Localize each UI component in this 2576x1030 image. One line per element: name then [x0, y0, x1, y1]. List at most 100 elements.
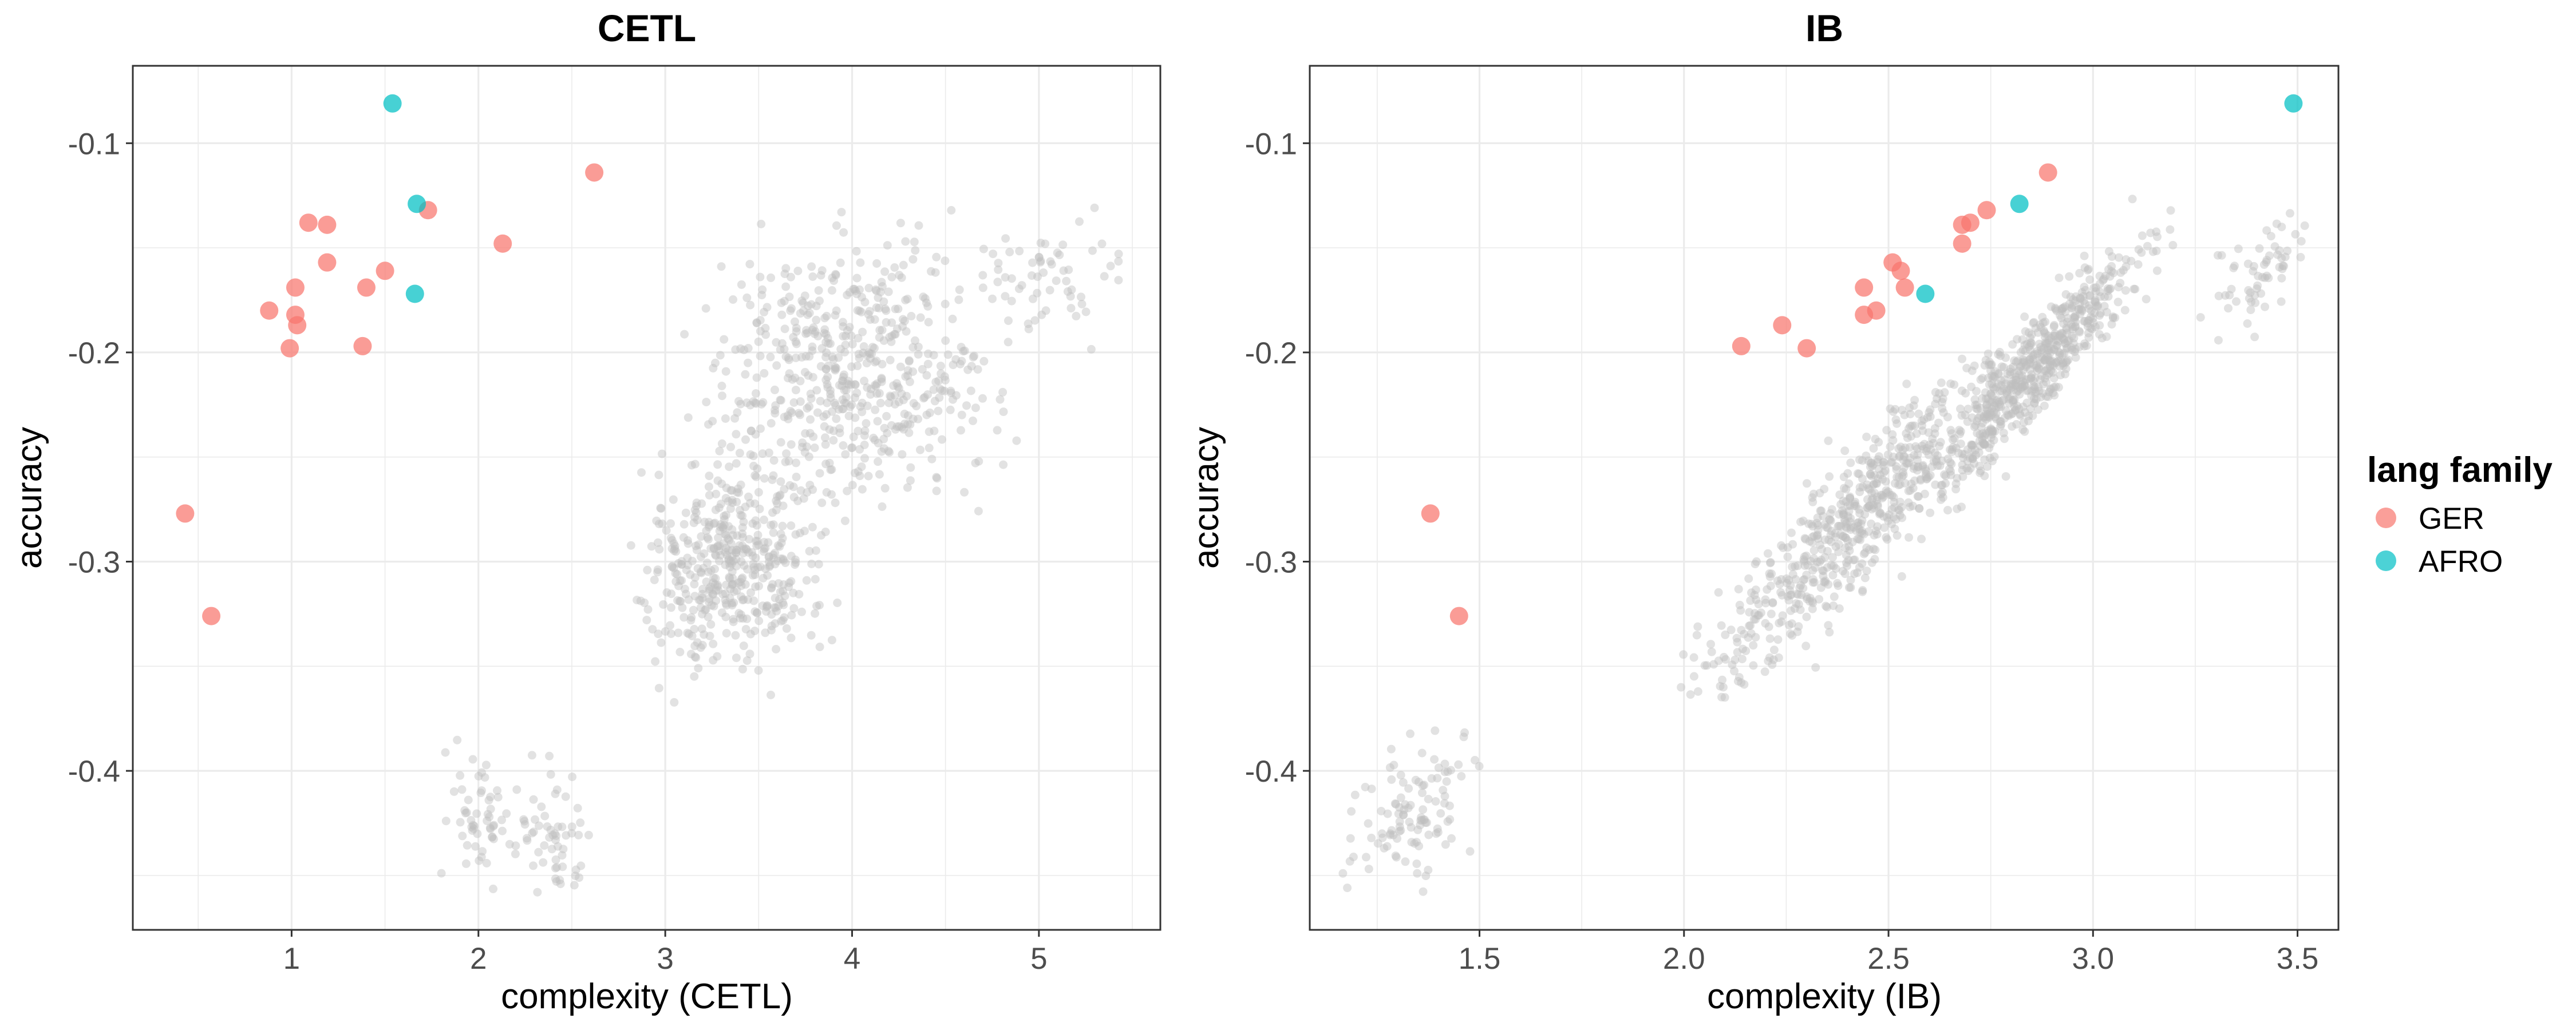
background-point [827, 490, 836, 499]
background-point [756, 327, 765, 336]
background-point [1346, 834, 1355, 843]
background-point [1845, 546, 1854, 555]
background-point [540, 841, 549, 850]
background-point [1338, 869, 1348, 878]
background-point [711, 358, 720, 367]
background-point [715, 556, 724, 565]
background-point [698, 589, 707, 599]
background-point [1835, 521, 1843, 530]
background-point [1904, 498, 1913, 507]
background-point [1805, 593, 1815, 603]
point-ger [280, 339, 299, 358]
background-point [776, 587, 785, 596]
y-axis-title-ib: accuracy [1187, 427, 1226, 569]
background-point [1835, 604, 1844, 613]
background-point [1807, 520, 1816, 529]
background-point [811, 609, 820, 618]
background-point [472, 809, 481, 818]
background-point [1406, 823, 1416, 832]
background-point [1805, 537, 1814, 546]
background-point [2071, 322, 2080, 331]
background-point [1975, 436, 1984, 445]
background-point [1890, 503, 1899, 512]
background-point [680, 330, 689, 339]
background-point [1077, 299, 1086, 308]
background-point [1984, 426, 1993, 435]
background-point [750, 398, 760, 407]
background-point [848, 443, 857, 452]
background-point [1971, 401, 1980, 409]
background-point [666, 621, 674, 630]
background-point [1973, 429, 1982, 438]
background-point [456, 771, 465, 780]
background-point [825, 458, 834, 468]
background-point [2085, 291, 2095, 300]
background-point [2041, 318, 2050, 326]
background-point [1986, 360, 1996, 370]
background-point [729, 587, 738, 596]
background-point [769, 471, 778, 480]
background-point [1899, 455, 1908, 465]
background-point [800, 447, 809, 457]
background-point [1813, 513, 1822, 522]
background-point [858, 485, 867, 494]
background-point [671, 569, 680, 578]
background-point [1876, 509, 1885, 518]
background-point [1776, 588, 1785, 597]
background-point [2026, 338, 2035, 347]
background-point [670, 544, 679, 553]
background-point [1873, 455, 1882, 464]
background-point [744, 595, 753, 604]
background-point [955, 359, 965, 369]
background-point [900, 409, 909, 418]
background-point [551, 855, 560, 864]
background-point [713, 580, 722, 589]
background-point [879, 336, 888, 345]
background-point [2281, 252, 2290, 262]
background-point [1382, 842, 1392, 851]
background-point [2040, 328, 2049, 337]
background-point [2121, 255, 2131, 264]
background-point [1926, 471, 1935, 480]
background-point [2038, 389, 2048, 398]
background-point [2048, 368, 2057, 377]
background-point [832, 306, 841, 315]
background-point [1816, 556, 1826, 564]
background-point [725, 593, 734, 603]
background-point [713, 582, 722, 591]
background-point [799, 494, 808, 503]
background-point [2012, 375, 2021, 385]
background-point [752, 389, 760, 398]
background-point [1896, 442, 1905, 451]
background-point [1879, 457, 1888, 466]
background-point [1868, 462, 1877, 471]
background-point [780, 270, 789, 279]
background-point [2249, 267, 2258, 276]
background-point [1990, 372, 2000, 381]
background-point [1973, 405, 1982, 414]
background-point [1808, 599, 1818, 608]
background-point [1766, 558, 1775, 567]
background-point [734, 609, 744, 618]
background-point [979, 244, 988, 253]
background-point [841, 393, 851, 402]
background-point [2259, 260, 2269, 269]
background-point [1389, 830, 1398, 839]
background-point [1753, 611, 1763, 620]
background-point [1967, 441, 1977, 450]
background-point [738, 549, 748, 558]
background-point [712, 596, 721, 605]
background-point [1831, 542, 1840, 551]
background-point [931, 378, 941, 387]
background-point [855, 354, 864, 363]
background-point [1777, 591, 1787, 600]
background-point [2221, 291, 2230, 300]
background-point [1416, 821, 1425, 830]
background-point [866, 390, 875, 399]
background-point [1872, 530, 1882, 539]
background-point [2075, 299, 2084, 308]
background-point [1841, 533, 1850, 542]
background-point [2031, 389, 2040, 398]
background-point [1842, 558, 1851, 568]
background-point [1720, 693, 1729, 702]
